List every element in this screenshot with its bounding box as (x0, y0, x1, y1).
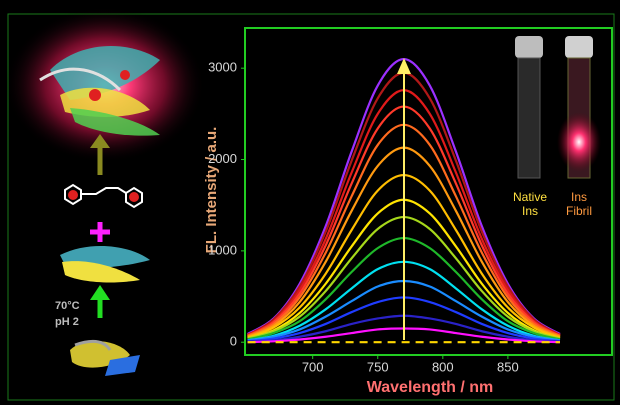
x-tick-label: 750 (367, 359, 389, 374)
inset-label: Ins Fibril (557, 190, 601, 218)
y-tick-label: 2000 (208, 151, 237, 166)
x-tick-label: 700 (302, 359, 324, 374)
y-tick-label: 0 (230, 334, 237, 349)
condition-label: 70°C (55, 300, 80, 312)
y-tick-label: 3000 (208, 60, 237, 75)
x-tick-label: 850 (497, 359, 519, 374)
x-tick-label: 800 (432, 359, 454, 374)
condition-label: pH 2 (55, 316, 79, 328)
inset-photo (515, 36, 601, 178)
inset-label: Native Ins (508, 190, 552, 218)
x-axis-label: Wavelength / nm (367, 379, 494, 396)
y-axis-label: FL. Intensity / a.u. (203, 127, 220, 254)
left-illustration (5, 7, 205, 376)
y-tick-label: 1000 (208, 242, 237, 257)
page: Wavelength / nm FL. Intensity / a.u. 70°… (0, 0, 620, 405)
